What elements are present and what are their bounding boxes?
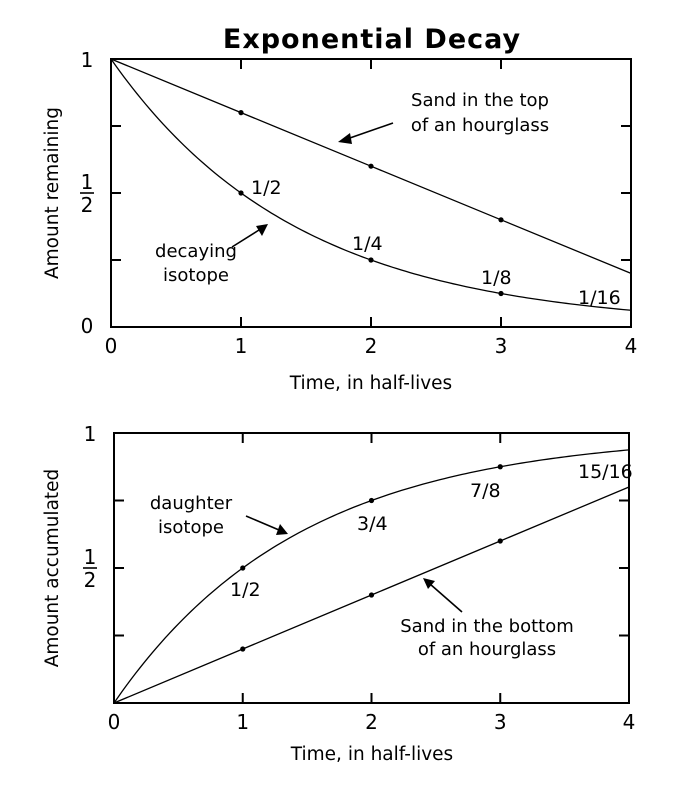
y-tick-label: 0 (81, 314, 94, 338)
series-daughter-isotope (113, 449, 630, 704)
arrow-head-icon (276, 524, 288, 535)
annotation-decaying-isotope: decaying isotope (155, 224, 268, 286)
tick-marks-top (111, 59, 631, 327)
annotation-sand-bottom-line1: Sand in the bottom (400, 616, 574, 637)
annotation-daughter-isotope: daughter isotope (150, 493, 288, 538)
series-sand-bottom-hourglass (113, 486, 630, 704)
x-tick-label: 3 (494, 710, 507, 734)
annotation-decaying-line2: isotope (163, 265, 229, 286)
data-point (238, 110, 244, 116)
annotation-arrow-decaying (231, 229, 260, 248)
series-decaying-isotope (110, 58, 632, 311)
x-tick-labels-top: 0 1 2 3 4 (105, 334, 638, 358)
plot-frame-top (110, 58, 632, 328)
data-point (497, 538, 503, 544)
x-tick-label: 1 (235, 334, 248, 358)
point-label-1-4: 1/4 (352, 233, 383, 255)
data-point (368, 257, 374, 263)
annotation-daughter-line2: isotope (158, 517, 224, 538)
y-axis-label-top: Amount remaining (42, 107, 63, 279)
annotation-daughter-line1: daughter (150, 493, 233, 514)
point-label-7-8: 7/8 (470, 480, 501, 502)
annotation-arrow-sand-top (346, 122, 394, 140)
data-point (368, 497, 375, 504)
arrow-head-icon (423, 578, 435, 589)
series-sand-top-hourglass (110, 58, 632, 275)
point-label-1-16: 1/16 (578, 287, 621, 309)
x-tick-labels-bottom: 0 1 2 3 4 (108, 710, 636, 734)
annotation-sand-top-line1: Sand in the top (411, 90, 549, 111)
y-tick-label: 1 (84, 422, 97, 446)
y-axis-label-bottom: Amount accumulated (42, 469, 63, 668)
point-label-1-2: 1/2 (251, 177, 282, 199)
arrow-head-icon (256, 224, 268, 236)
point-label-1-2: 1/2 (230, 579, 261, 601)
annotation-decaying-line1: decaying (155, 241, 237, 262)
point-label-15-16: 15/16 (578, 461, 633, 483)
x-axis-label-bottom: Time, in half-lives (290, 744, 453, 765)
x-tick-label: 0 (108, 710, 121, 734)
x-tick-label: 4 (623, 710, 636, 734)
y-tick-labels-bottom: 121 (83, 422, 97, 592)
plot-frame-bottom (113, 432, 630, 704)
series-line (113, 449, 630, 704)
x-tick-label: 3 (495, 334, 508, 358)
y-tick-label: 12 (80, 170, 94, 217)
data-point (238, 190, 244, 196)
data-point (240, 646, 246, 652)
arrow-head-icon (338, 133, 352, 144)
annotation-sand-top: Sand in the top of an hourglass (338, 90, 549, 144)
tick-marks-bottom (114, 433, 629, 703)
y-tick-label-numerator: 1 (84, 545, 97, 569)
x-tick-label: 2 (365, 710, 378, 734)
figure-title: Exponential Decay (223, 24, 521, 55)
annotation-sand-top-line2: of an hourglass (411, 115, 549, 136)
data-point (240, 565, 246, 571)
data-point (498, 290, 504, 297)
annotation-arrow-sand-bottom (429, 583, 463, 613)
x-axis-label-top: Time, in half-lives (289, 373, 452, 394)
y-tick-label: 12 (83, 545, 97, 592)
annotation-sand-bottom-line2: of an hourglass (418, 639, 556, 660)
annotation-arrow-daughter (245, 515, 280, 531)
point-label-1-8: 1/8 (481, 267, 512, 289)
x-tick-label: 1 (236, 710, 249, 734)
data-point (497, 464, 503, 470)
x-tick-label: 0 (105, 334, 118, 358)
y-tick-label: 1 (81, 48, 94, 72)
y-tick-label-numerator: 1 (81, 170, 94, 194)
y-tick-label-denominator: 2 (81, 193, 94, 217)
x-tick-label: 4 (625, 334, 638, 358)
x-tick-label: 2 (365, 334, 378, 358)
data-point (368, 163, 374, 169)
point-label-3-4: 3/4 (357, 513, 388, 535)
data-point (368, 592, 375, 598)
annotation-sand-bottom: Sand in the bottom of an hourglass (400, 578, 574, 660)
y-tick-label-denominator: 2 (84, 568, 97, 592)
data-point (498, 217, 504, 223)
